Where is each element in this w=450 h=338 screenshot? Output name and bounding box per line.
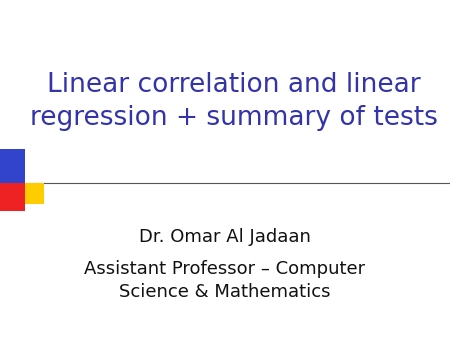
Text: Dr. Omar Al Jadaan: Dr. Omar Al Jadaan [139, 227, 311, 246]
Text: Linear correlation and linear
regression + summary of tests: Linear correlation and linear regression… [30, 72, 438, 131]
Text: Assistant Professor – Computer
Science & Mathematics: Assistant Professor – Computer Science &… [85, 260, 365, 301]
Bar [0, 183, 25, 211]
Bar [25, 183, 44, 204]
Bar [0, 149, 25, 183]
